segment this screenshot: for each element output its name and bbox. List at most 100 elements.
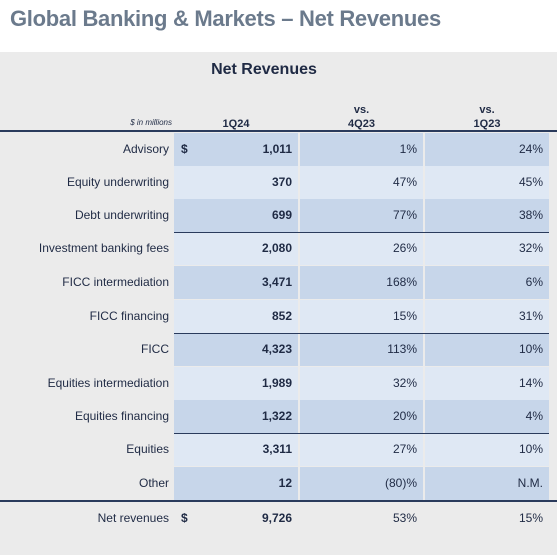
- vs-4q23-cell-bg: [300, 232, 423, 265]
- vs-1q23-cell-bg: [425, 367, 549, 400]
- table-row: Investment banking fees 2,080 26% 32%: [0, 232, 557, 265]
- table-row: Other 12 (80)% N.M.: [0, 467, 557, 500]
- value-cell-bg: [174, 367, 298, 400]
- change-vs-1q23: 6%: [525, 275, 543, 289]
- row-label: Equities financing: [74, 409, 169, 423]
- value-1q24: 1,989: [261, 376, 292, 390]
- table-row: Equities 3,311 27% 10%: [0, 433, 557, 466]
- total-rule: [0, 500, 557, 502]
- column-header-vs-1q23-line2: 1Q23: [473, 118, 501, 130]
- row-label: Net revenues: [97, 511, 169, 525]
- change-vs-4q23: 26%: [392, 241, 417, 255]
- value-cell-bg: [174, 300, 298, 333]
- value-cell-bg: [174, 166, 298, 199]
- row-label: Equities: [126, 442, 169, 456]
- vs-1q23-cell-bg: [425, 333, 549, 366]
- vs-4q23-cell-bg: [300, 367, 423, 400]
- column-header-vs-4q23-line2: 4Q23: [348, 118, 375, 130]
- value-1q24: 9,726: [261, 511, 292, 525]
- vs-4q23-cell-bg: [300, 199, 423, 232]
- vs-4q23-cell-bg: [300, 333, 423, 366]
- value-cell-bg: [174, 232, 298, 265]
- table-row: FICC financing 852 15% 31%: [0, 300, 557, 333]
- change-vs-4q23: 168%: [386, 275, 417, 289]
- change-vs-1q23: 10%: [518, 442, 543, 456]
- change-vs-4q23: 15%: [392, 309, 417, 323]
- change-vs-1q23: N.M.: [517, 476, 543, 490]
- vs-1q23-cell-bg: [425, 400, 549, 433]
- table-row: FICC intermediation 3,471 168% 6%: [0, 266, 557, 299]
- value-cell-bg: [174, 467, 298, 500]
- table-row: Net revenues $9,726 53% 15%: [0, 502, 557, 535]
- change-vs-4q23: 53%: [392, 511, 417, 525]
- page-title: Global Banking & Markets – Net Revenues: [10, 6, 441, 31]
- table-row: FICC 4,323 113% 10%: [0, 333, 557, 366]
- row-label: Investment banking fees: [38, 241, 169, 255]
- table-row: Equity underwriting 370 47% 45%: [0, 166, 557, 199]
- change-vs-1q23: 32%: [518, 241, 543, 255]
- vs-4q23-cell-bg: [300, 467, 423, 500]
- value-1q24: 4,323: [261, 342, 292, 356]
- row-label: FICC financing: [89, 309, 169, 323]
- change-vs-1q23: 38%: [518, 208, 543, 222]
- separator-after-ficc-financing: [174, 333, 549, 334]
- value-1q24: 370: [271, 175, 292, 189]
- change-vs-1q23: 24%: [518, 142, 543, 156]
- change-vs-1q23: 45%: [518, 175, 543, 189]
- table-row: Equities financing 1,322 20% 4%: [0, 400, 557, 433]
- vs-1q23-cell-bg: [425, 232, 549, 265]
- value-1q24: 3,311: [262, 442, 292, 456]
- vs-4q23-cell-bg: [300, 400, 423, 433]
- column-header-vs-1q23-line1: vs.: [479, 104, 495, 116]
- change-vs-1q23: 14%: [518, 376, 543, 390]
- header-rule: [0, 130, 557, 132]
- value-cell-bg: [174, 133, 298, 166]
- row-label: Other: [138, 476, 169, 490]
- value-1q24: 1,322: [261, 409, 292, 423]
- change-vs-4q23: 1%: [399, 142, 417, 156]
- change-vs-4q23: 32%: [392, 376, 417, 390]
- value-cell-bg: [174, 199, 298, 232]
- row-label: Advisory: [122, 142, 169, 156]
- value-cell-bg: [174, 333, 298, 366]
- change-vs-1q23: 15%: [518, 511, 543, 525]
- change-vs-4q23: 47%: [392, 175, 417, 189]
- column-header-vs-1q23: vs. 1Q23: [425, 103, 549, 131]
- change-vs-4q23: 77%: [392, 208, 417, 222]
- vs-1q23-cell-bg: [425, 433, 549, 466]
- units-note: $ in millions: [130, 118, 172, 127]
- value-cell-bg: [174, 266, 298, 299]
- separator-after-debt-underwriting: [174, 232, 549, 233]
- row-label: FICC intermediation: [62, 275, 169, 289]
- vs-1q23-cell-bg: [425, 467, 549, 500]
- separator-after-equities-financing: [174, 433, 549, 434]
- vs-1q23-cell-bg: [425, 300, 549, 333]
- value-1q24: 699: [271, 208, 292, 222]
- table-title: Net Revenues: [211, 61, 317, 78]
- change-vs-4q23: (80)%: [384, 476, 417, 490]
- vs-1q23-cell-bg: [425, 166, 549, 199]
- vs-4q23-cell-bg: [300, 266, 423, 299]
- value-1q24: 1,011: [262, 142, 292, 156]
- change-vs-4q23: 27%: [392, 442, 417, 456]
- value-cell-bg: [174, 433, 298, 466]
- vs-4q23-cell-bg: [300, 133, 423, 166]
- change-vs-1q23: 10%: [518, 342, 543, 356]
- column-header-1q24: 1Q24: [174, 117, 298, 131]
- table-row: Advisory $1,011 1% 24%: [0, 133, 557, 166]
- vs-4q23-cell-bg: [300, 166, 423, 199]
- row-label: Debt underwriting: [74, 208, 169, 222]
- column-header-1q24-text: 1Q24: [222, 118, 250, 130]
- change-vs-1q23: 4%: [525, 409, 543, 423]
- change-vs-4q23: 113%: [387, 342, 417, 356]
- vs-1q23-cell-bg: [425, 199, 549, 232]
- vs-4q23-cell-bg: [300, 300, 423, 333]
- value-1q24: 12: [278, 476, 292, 490]
- table-row: Debt underwriting 699 77% 38%: [0, 199, 557, 232]
- vs-1q23-cell-bg: [425, 133, 549, 166]
- change-vs-4q23: 20%: [392, 409, 417, 423]
- vs-1q23-cell-bg: [425, 266, 549, 299]
- column-header-vs-4q23-line1: vs.: [353, 104, 370, 116]
- value-1q24: 3,471: [261, 275, 292, 289]
